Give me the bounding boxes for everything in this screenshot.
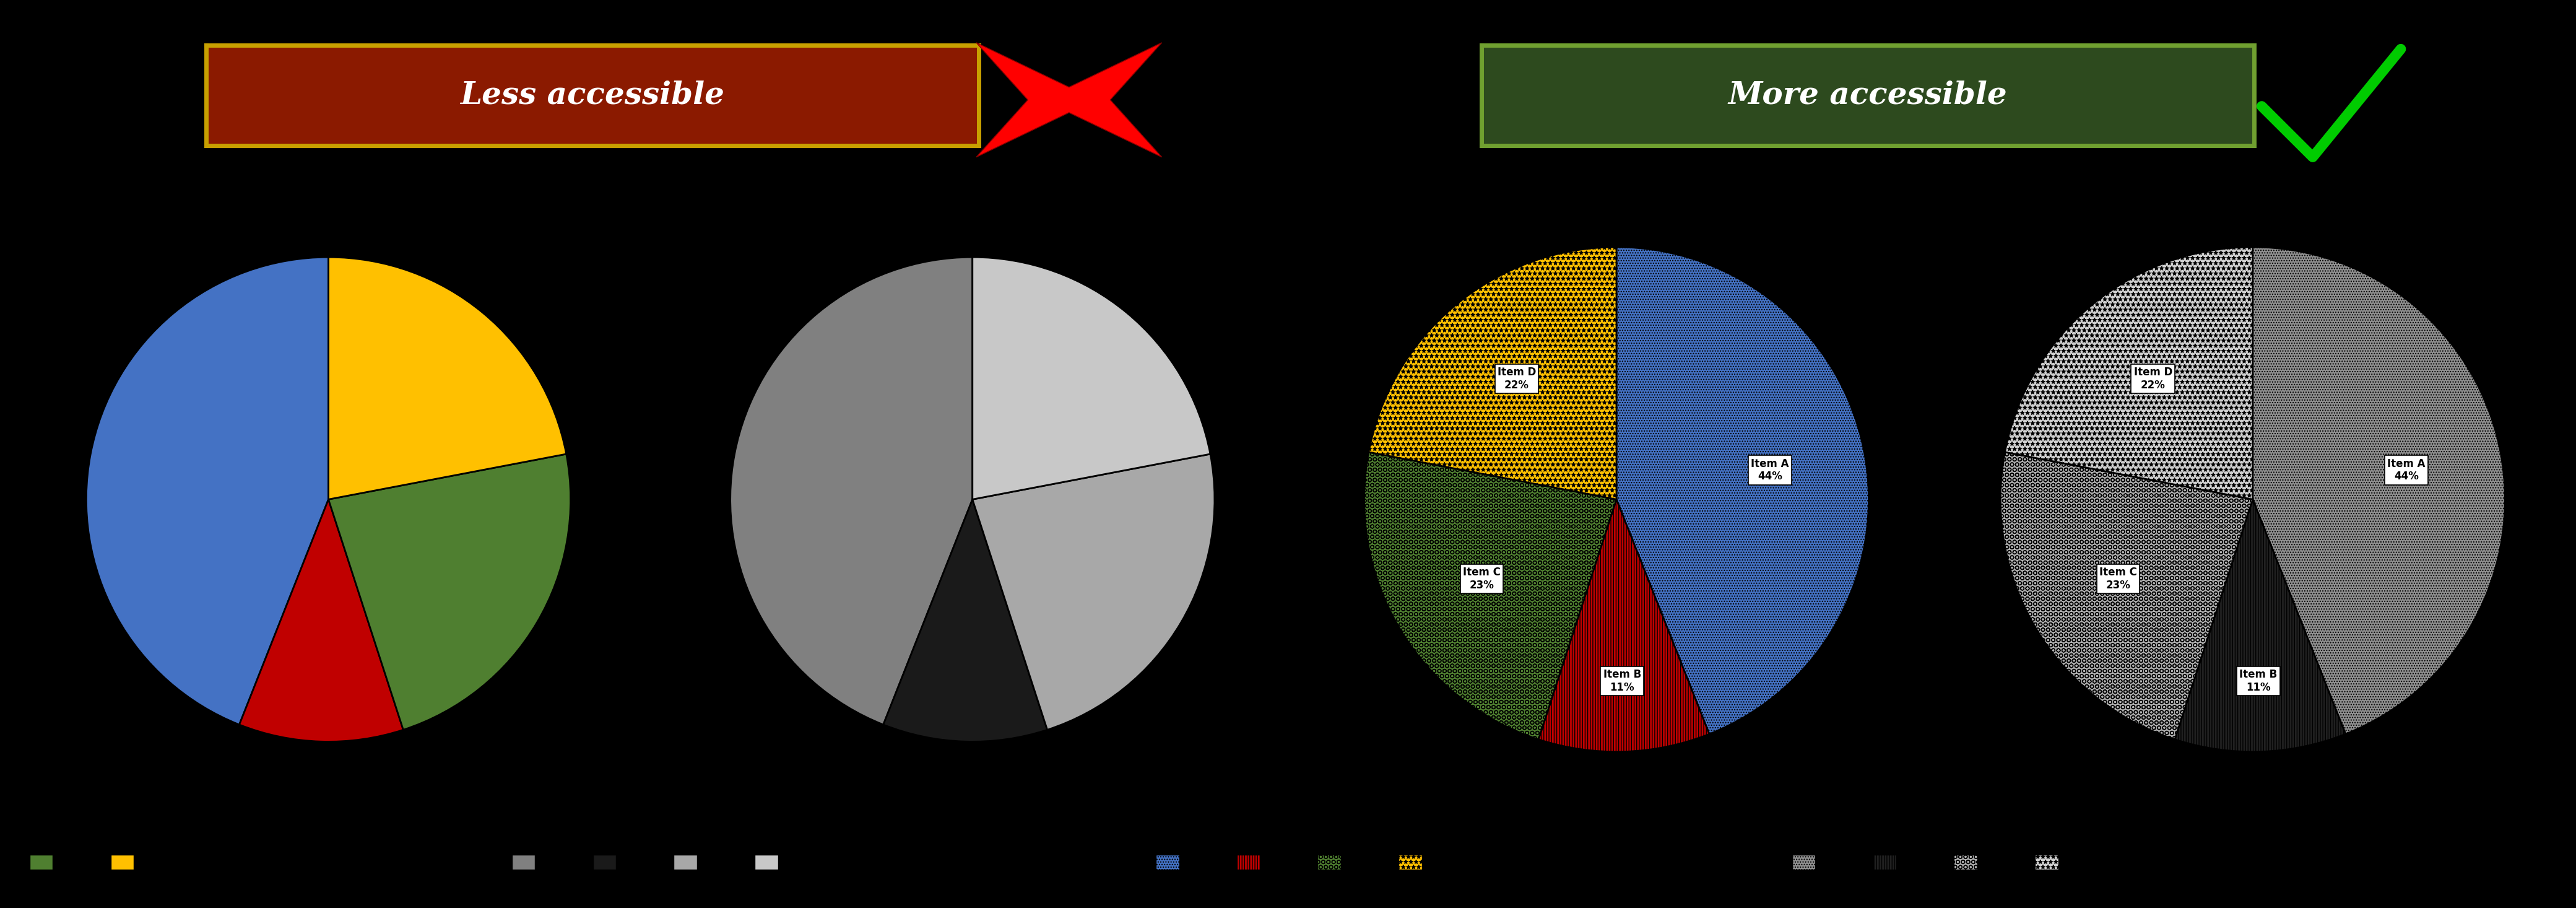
Text: More accessible: More accessible xyxy=(1728,80,2007,111)
Text: Item D
22%: Item D 22% xyxy=(2133,367,2172,390)
Wedge shape xyxy=(2002,452,2251,739)
Wedge shape xyxy=(240,499,404,742)
Text: Item B
11%: Item B 11% xyxy=(1602,669,1641,693)
Legend: Item A, Item B, Item C, Item D: Item A, Item B, Item C, Item D xyxy=(507,849,832,874)
Text: Item A
44%: Item A 44% xyxy=(2388,458,2427,482)
Text: Item B
11%: Item B 11% xyxy=(2239,669,2277,693)
Text: Item D
22%: Item D 22% xyxy=(1497,367,1535,390)
Legend: Item A, Item B, Item C, Item D: Item A, Item B, Item C, Item D xyxy=(0,849,188,874)
Polygon shape xyxy=(976,43,1162,157)
Wedge shape xyxy=(327,257,567,499)
Wedge shape xyxy=(88,257,327,725)
Title: Graph title: Graph title xyxy=(914,172,1030,190)
Title: Graph title: Graph title xyxy=(1558,172,1674,190)
Wedge shape xyxy=(2251,247,2504,734)
Title: Graph title: Graph title xyxy=(2195,172,2311,190)
Wedge shape xyxy=(1618,247,1868,734)
Wedge shape xyxy=(732,257,974,725)
Text: Item C
23%: Item C 23% xyxy=(2099,567,2138,591)
Wedge shape xyxy=(974,257,1211,499)
Wedge shape xyxy=(2004,247,2251,499)
Text: Item A
44%: Item A 44% xyxy=(1752,458,1790,482)
Wedge shape xyxy=(1368,247,1618,499)
Legend: Item A, Item B, Item C, Item D: Item A, Item B, Item C, Item D xyxy=(1788,849,2112,874)
Wedge shape xyxy=(1365,452,1618,739)
Wedge shape xyxy=(884,499,1048,742)
Title: Graph title: Graph title xyxy=(270,172,386,190)
Legend: Item A, Item B, Item C, Item D: Item A, Item B, Item C, Item D xyxy=(1151,849,1476,874)
Wedge shape xyxy=(974,454,1213,730)
Text: Item C
23%: Item C 23% xyxy=(1463,567,1502,591)
Text: Less accessible: Less accessible xyxy=(461,80,724,111)
Wedge shape xyxy=(327,454,569,730)
Wedge shape xyxy=(2174,499,2347,752)
Wedge shape xyxy=(1538,499,1710,752)
